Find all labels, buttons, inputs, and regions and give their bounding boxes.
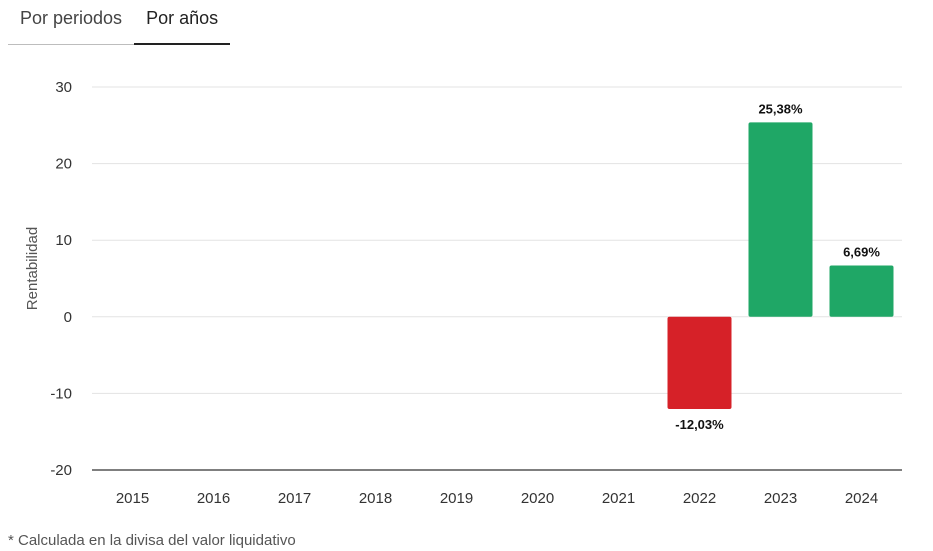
y-tick-label: 20 <box>55 156 72 173</box>
data-label-2022: -12,03% <box>675 417 724 432</box>
x-tick-label: 2023 <box>764 490 797 507</box>
x-tick-label: 2022 <box>683 490 716 507</box>
y-tick-label: 0 <box>64 309 72 326</box>
y-tick-label: 10 <box>55 232 72 249</box>
returns-bar-chart: 30 20 10 0 -10 -20 Rentabilidad 2015 2016 2017 201… <box>24 79 902 507</box>
data-label-2023: 25,38% <box>758 101 803 116</box>
x-tick-label: 2018 <box>359 490 392 507</box>
period-tabs: Por periodos Por años <box>8 0 231 46</box>
y-tick-label: -10 <box>50 385 72 402</box>
footnote: * Calculada en la divisa del valor liqui… <box>8 532 296 549</box>
tab-por-anos[interactable]: Por años <box>134 0 231 45</box>
x-tick-label: 2017 <box>278 490 311 507</box>
bar-2022 <box>667 316 732 409</box>
y-tick-label: 30 <box>55 79 72 96</box>
tab-por-periodos[interactable]: Por periodos <box>8 0 135 45</box>
x-tick-label: 2019 <box>440 490 473 507</box>
x-tick-label: 2016 <box>197 490 230 507</box>
x-tick-label: 2021 <box>602 490 635 507</box>
x-tick-label: 2015 <box>116 490 149 507</box>
x-tick-label: 2024 <box>845 490 878 507</box>
y-axis-label: Rentabilidad <box>24 227 41 310</box>
y-tick-label: -20 <box>50 462 72 479</box>
data-label-2024: 6,69% <box>843 245 880 260</box>
bar-2024 <box>829 265 894 317</box>
x-tick-label: 2020 <box>521 490 554 507</box>
bar-2023 <box>748 122 813 317</box>
